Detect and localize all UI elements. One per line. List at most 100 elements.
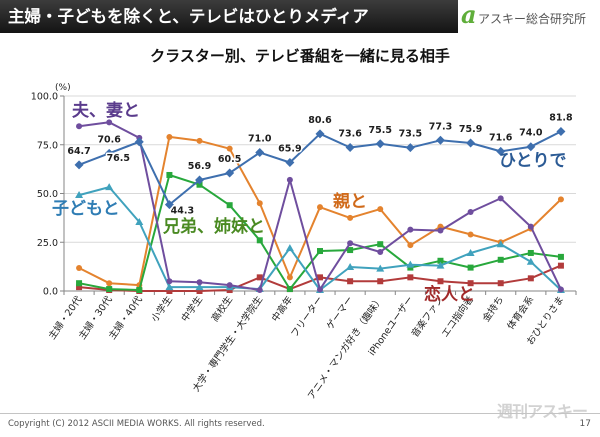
data-point [556,126,566,136]
data-point [377,249,384,255]
data-point [527,223,534,230]
data-point [407,242,414,249]
data-point [106,119,113,126]
data-point [105,183,114,191]
series-label: 兄弟、姉妹と [162,216,265,237]
data-point [527,275,534,282]
data-label: 75.9 [459,124,482,135]
series-group [74,119,566,294]
data-point [466,138,476,148]
data-point [195,175,205,185]
x-tick-label: 高校生 [209,293,235,324]
y-axis-unit: (%) [55,83,71,93]
series-label: ひとりで [499,151,567,171]
data-point [75,191,84,199]
y-tick-label: 25.0 [37,238,58,249]
data-point [256,287,263,294]
data-label: 80.6 [308,115,332,126]
series-0 [74,126,566,210]
data-label: 73.5 [399,129,422,140]
copyright-text: Copyright (C) 2012 ASCII MEDIA WORKS. Al… [8,419,265,429]
data-label: 64.7 [67,146,90,157]
footer-divider [0,413,600,414]
data-point [407,226,414,233]
data-point [435,135,445,145]
data-label: 73.6 [338,128,362,139]
data-point [226,202,233,209]
data-point [255,148,265,158]
data-label: 44.3 [171,206,194,217]
data-point [196,137,203,144]
data-point [467,264,474,271]
data-point [135,217,144,225]
data-point [437,227,444,234]
data-label: 81.8 [549,112,573,123]
x-tick-label: 小学生 [149,293,175,324]
x-tick-label: 体育会系 [505,294,537,332]
data-point [317,248,323,255]
data-point [437,278,444,285]
data-point [286,274,293,281]
data-point [256,274,263,281]
data-point [256,237,263,244]
series-label: 親と [333,191,367,212]
slide-title: 主婦・子どもを除くと、テレビはひとりメディア [8,7,369,26]
data-label: 65.9 [278,143,301,154]
watermark-logo: 週刊アスキー [497,402,588,421]
series-4 [76,133,564,289]
data-point [377,206,384,213]
data-point [496,146,506,156]
data-point [497,280,504,287]
data-point [286,176,293,183]
data-point [196,181,203,188]
data-point [166,171,173,178]
data-point [345,142,355,152]
data-point [497,256,504,263]
data-point [497,195,504,202]
data-point [226,145,233,152]
y-tick-label: 50.0 [37,189,58,200]
ascii-logo-mark: a [461,0,477,29]
data-point [76,280,83,287]
data-label: 71.6 [489,132,513,143]
x-axis-labels: 主婦・20代主婦・30代主婦・40代 小学生 中学生 高校生大学・専門学生・大学院生中… [46,293,566,401]
data-point [467,209,474,216]
data-point [104,148,114,158]
data-point [346,263,355,271]
data-point [347,247,354,254]
data-point [225,168,235,178]
data-point [526,257,535,265]
data-point [377,241,384,248]
slide-header-bar [0,0,458,33]
data-point [377,278,384,285]
data-point [347,240,354,247]
data-point [256,200,263,207]
data-label: 70.6 [97,134,121,145]
data-point [76,123,83,130]
data-point [164,200,174,210]
data-point [76,264,83,271]
data-labels: 64.7 70.6 76.5 44.3 56.9 60.5 71.0 65.9 80.6 73.6… [66,111,575,218]
data-point [166,278,173,285]
data-point [317,204,323,211]
data-label: 71.0 [248,134,272,145]
x-tick-label: 中高年 [269,293,295,324]
series-label: 夫、妻と [72,100,140,121]
logo-text: アスキー総合研究所 [478,12,587,26]
data-point [134,137,144,147]
data-point [347,214,354,221]
data-point [136,287,143,294]
series-label: 子どもと [52,199,120,219]
data-point [285,157,295,167]
data-point [405,143,415,153]
data-point [466,248,475,256]
data-point [317,274,323,281]
data-label: 74.0 [519,128,543,139]
data-point [437,257,444,264]
data-point [195,283,204,291]
data-point [436,261,445,269]
data-point [527,249,534,256]
data-point [106,286,113,293]
